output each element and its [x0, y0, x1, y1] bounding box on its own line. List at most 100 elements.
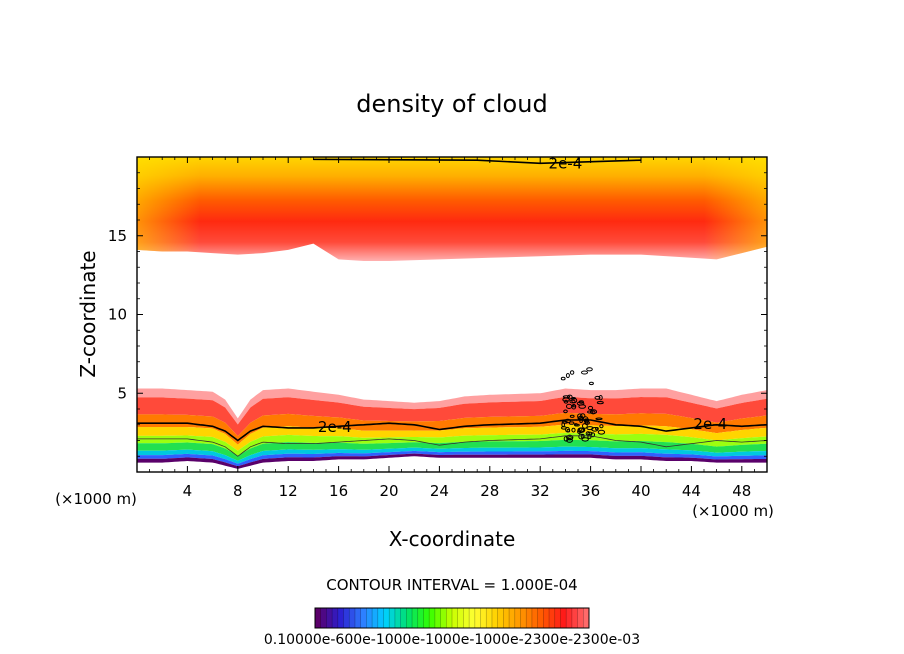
plume-contour: [590, 410, 596, 415]
plume-contour: [581, 370, 588, 375]
lower-cloud-band-8: [137, 453, 767, 469]
plume-contour: [587, 410, 594, 414]
x-tick-label: 44: [682, 482, 701, 500]
colorbar-tick-labels: 0.10000e-600e-1000e-1000e-1000e-2300e-23…: [264, 632, 640, 648]
plume-contour: [577, 429, 582, 435]
x-unit-label: (×1000 m): [55, 490, 137, 508]
lower-cloud-band-2: [137, 412, 767, 445]
plume-contour: [578, 433, 584, 440]
x-tick-label: 24: [430, 482, 449, 500]
lower-cloud-band-7: [137, 450, 767, 467]
x-tick-labels: 4 8 12 16 20 24 28 32 36 40 44 48: [183, 482, 752, 500]
axes: [136, 156, 768, 473]
plume-contour: [585, 431, 591, 436]
plume-contour: [571, 397, 578, 404]
plume-contour: [586, 367, 593, 372]
plume-contour: [562, 395, 571, 399]
colorbar-cell: [389, 608, 396, 628]
plume-contour: [588, 381, 594, 386]
colorbar-cell: [446, 608, 453, 628]
plume-contour: [594, 395, 601, 400]
colorbar-cell: [531, 608, 539, 628]
colorbar-cell: [440, 608, 447, 628]
lower-cloud-band-0: [137, 388, 767, 425]
plume-contour: [569, 414, 575, 418]
x-tick-label: 48: [732, 482, 751, 500]
plume-contour: [591, 427, 599, 432]
y-tick-label: 15: [108, 227, 127, 245]
lower-cloud-band-5: [137, 439, 767, 461]
colorbar-cell: [577, 608, 584, 628]
plume-contour: [578, 400, 584, 404]
colorbar: [314, 607, 590, 629]
colorbar-cell: [360, 608, 367, 628]
x-tick-label: 20: [379, 482, 398, 500]
plume-contour: [561, 426, 567, 430]
x-tick-label: 36: [581, 482, 600, 500]
upper-cloud-edge-shading: [137, 157, 767, 261]
colorbar-frame: [314, 607, 590, 629]
plume-contour: [580, 413, 586, 419]
x-tick-label: 4: [183, 482, 193, 500]
plume-contour: [577, 413, 583, 420]
colorbar-cell: [463, 608, 470, 628]
colorbar-cell: [423, 608, 430, 628]
colorbar-cell: [480, 608, 487, 628]
plume-contour: [567, 394, 573, 400]
plume-contour: [597, 429, 606, 435]
lower-cloud-band-4: [137, 432, 767, 456]
colorbar-cell: [434, 608, 441, 628]
plume-contour: [587, 405, 594, 411]
colorbar-cell: [326, 608, 333, 628]
chart-title: density of cloud: [356, 90, 547, 118]
y-axis-label: Z-coordinate: [76, 250, 100, 377]
colorbar-cell: [383, 608, 390, 628]
plume-contour: [599, 424, 604, 429]
colorbar-cell: [554, 608, 561, 628]
x-tick-label: 40: [631, 482, 650, 500]
colorbar-cell: [400, 608, 407, 628]
contour-lower-secondary: [137, 435, 768, 457]
plume-contour: [595, 417, 603, 421]
plume-contour: [566, 428, 571, 433]
colorbar-cell: [497, 608, 504, 628]
colorbar-cell: [514, 608, 521, 628]
colorbar-cell: [349, 608, 356, 628]
colorbar-cell: [417, 608, 424, 628]
plume-contour: [581, 437, 589, 442]
y-tick-label: 5: [117, 384, 127, 402]
colorbar-cell: [354, 608, 362, 628]
plume-contour: [566, 438, 573, 443]
contour-lines: 2e-4 2e-4 2e-4: [137, 154, 768, 457]
plume-contour: [578, 404, 587, 409]
colorbar-cell: [343, 608, 350, 628]
colorbar-cell: [560, 608, 567, 628]
colorbar-cell: [571, 608, 578, 628]
lower-cloud-band-3: [137, 424, 767, 451]
colorbar-cell: [366, 608, 373, 628]
colorbar-cell: [332, 608, 339, 628]
plume-contour: [598, 395, 603, 401]
lower-cloud-band-1: [137, 396, 767, 437]
colorbar-cell: [394, 608, 402, 628]
plume-contour: [565, 373, 570, 378]
y-tick-label: 10: [108, 306, 127, 324]
colorbar-cell: [406, 608, 413, 628]
colorbar-cell: [412, 608, 419, 628]
contour-interval-label: CONTOUR INTERVAL = 1.000E-04: [326, 576, 577, 594]
plume-contour: [580, 433, 585, 439]
x-axis-label: X-coordinate: [389, 527, 516, 551]
colorbar-cell: [503, 608, 510, 628]
y-tick-labels: 5 10 15: [108, 227, 127, 402]
colorbar-cell: [543, 608, 550, 628]
colorbar-cell: [486, 608, 493, 628]
colorbar-cell: [537, 608, 544, 628]
plume-contour: [563, 409, 568, 414]
colorbar-cell: [549, 608, 556, 628]
x-tick-label: 32: [531, 482, 550, 500]
colorbar-cell: [583, 608, 590, 628]
x-tick-label: 28: [480, 482, 499, 500]
plume-contour: [571, 427, 576, 433]
x-tick-label: 16: [329, 482, 348, 500]
